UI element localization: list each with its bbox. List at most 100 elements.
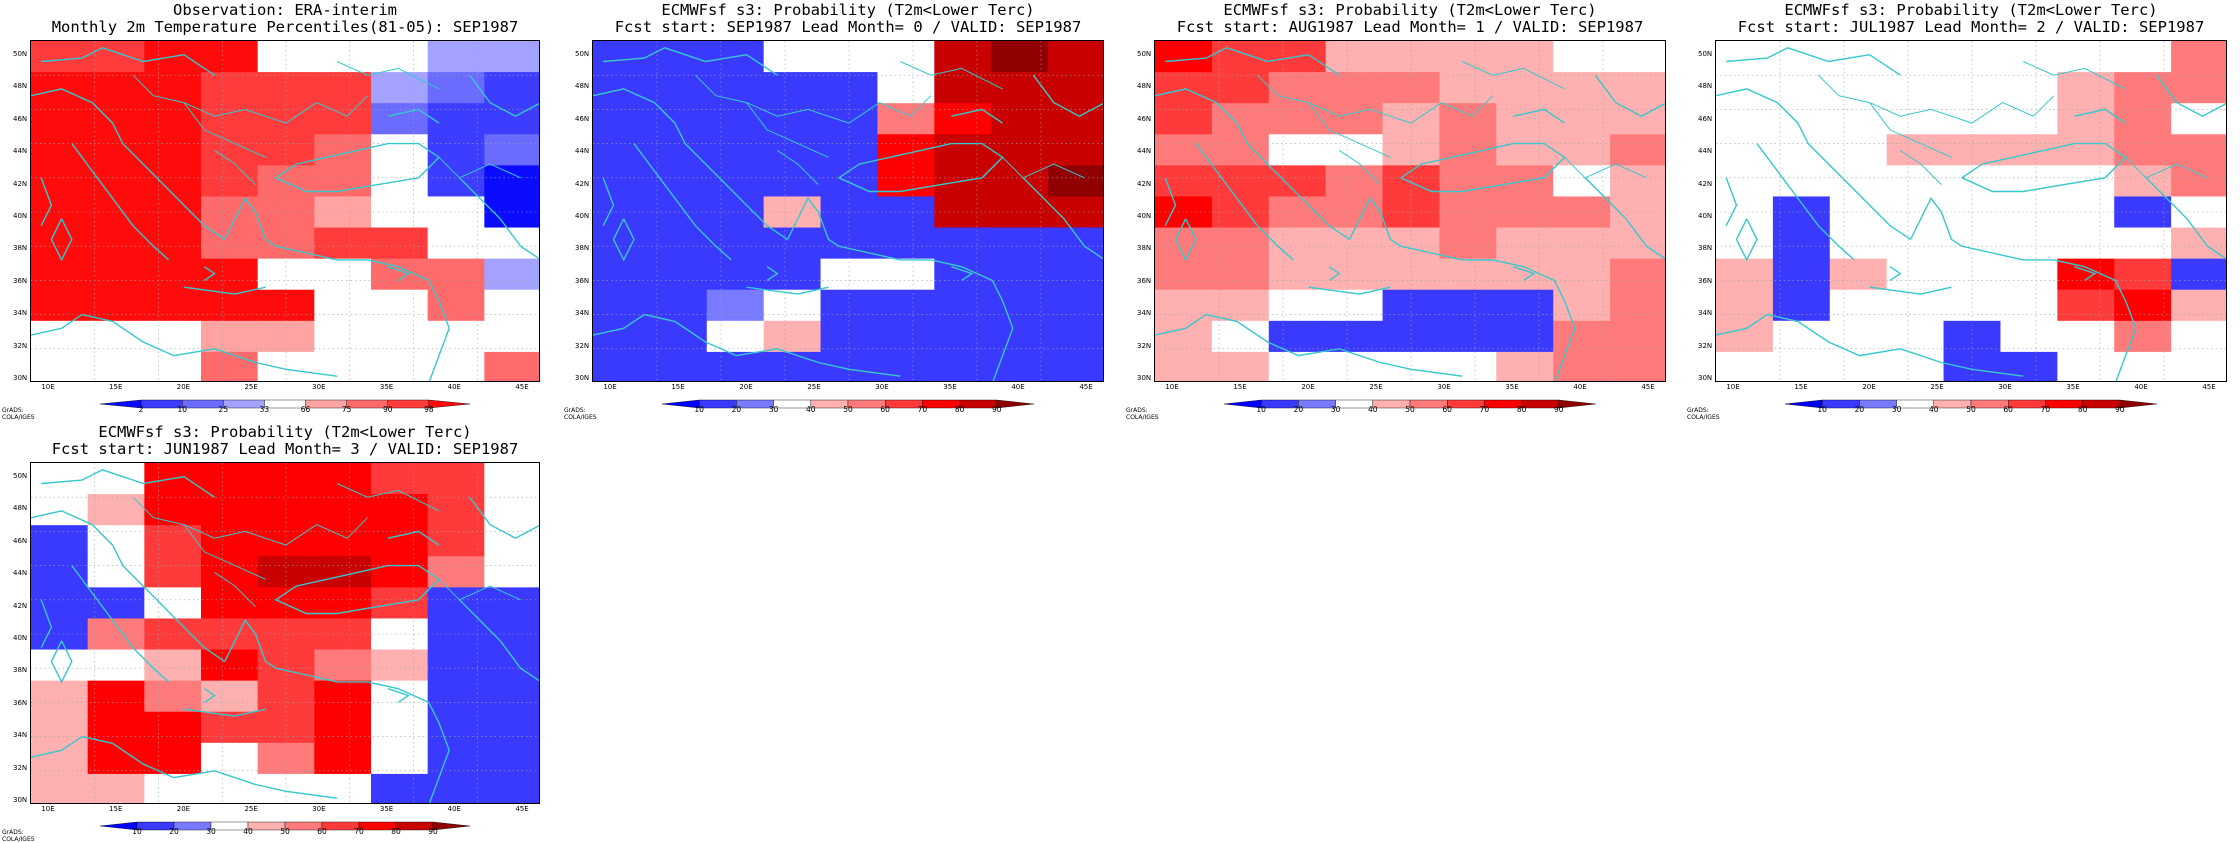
coastline [603, 47, 778, 76]
grid-cell [1268, 351, 1327, 381]
grid-cell [1829, 320, 1888, 353]
lat-tick-label: 30N [1137, 374, 1152, 382]
coastline [1553, 280, 1576, 381]
grid-cell [2000, 196, 2058, 229]
grid-cell [1943, 289, 2002, 322]
grid-cell [2000, 227, 2058, 260]
grid-cell [2057, 227, 2115, 260]
grid-cell [257, 773, 315, 803]
lon-tick-label: 30E [312, 383, 326, 391]
grid-cell [427, 41, 485, 73]
lat-tick-label: 48N [13, 82, 28, 91]
lat-tick-label: 30N [13, 796, 28, 804]
panel-title-line1: ECMWFsf s3: Probability (T2m<Lower Terc) [661, 1, 1035, 19]
grads-credit: GrADS: COLA/IGES [1126, 407, 1159, 421]
colorbar-swatch [996, 399, 1035, 409]
grid-cell [2057, 289, 2115, 322]
colorbar-label: 30 [768, 405, 779, 414]
grid-cell [427, 680, 485, 713]
colorbar-label: 2 [138, 405, 144, 414]
grid-cell [144, 556, 202, 588]
grid-cell [2171, 72, 2226, 104]
grid-cell [2171, 134, 2226, 166]
grid-cell [484, 289, 539, 322]
country-border [285, 95, 368, 124]
grid-cell [144, 649, 202, 682]
grid-cell [144, 494, 202, 526]
colorbar-swatch [1558, 399, 1597, 409]
coastline [31, 314, 83, 336]
grid-cell [2171, 320, 2226, 353]
grid-cell [31, 773, 89, 803]
grid-cell [371, 351, 429, 381]
colorbar-label: 40 [243, 827, 253, 836]
lat-tick-label: 32N [1698, 341, 1713, 350]
coastline [1022, 177, 1103, 260]
coastline [469, 74, 539, 117]
colorbar-label: 40 [1368, 405, 1378, 414]
colorbar-label: 20 [731, 405, 742, 414]
grid-cell [314, 463, 372, 495]
grid-cell [934, 103, 992, 135]
grid-cell [1155, 41, 1213, 73]
lat-tick-label: 48N [575, 82, 590, 91]
grid-cell [2171, 196, 2226, 229]
lon-tick-label: 35E [2066, 383, 2080, 391]
colorbar-label: 33 [259, 405, 270, 414]
colorbar [1784, 394, 2159, 413]
grid-cell [201, 72, 259, 104]
lat-tick-label: 40N [1137, 212, 1152, 220]
coastline [1807, 143, 1911, 240]
grid-cell [1610, 227, 1665, 260]
lat-tick-label: 32N [13, 763, 28, 772]
lat-tick-label: 30N [13, 374, 28, 382]
grid-cell [371, 556, 429, 588]
grid-cell [371, 320, 429, 353]
grid-cell [2114, 134, 2172, 166]
grid-cell [991, 289, 1049, 322]
grid-cell [371, 103, 429, 135]
coastline [1869, 286, 1952, 295]
grid-cell [649, 258, 708, 291]
grid-cell [1886, 227, 1945, 260]
grid-cell [1048, 351, 1103, 381]
lat-tick-label: 44N [1137, 147, 1152, 156]
coastline [612, 218, 635, 262]
grid-cell [1943, 41, 2002, 73]
grid-cell [144, 525, 202, 557]
grid-cell [649, 134, 708, 166]
grid-cell [31, 742, 89, 775]
coastline [71, 565, 170, 683]
coastline [71, 143, 170, 261]
grid-cell [314, 556, 372, 588]
grid-cell [763, 258, 822, 291]
colorbar-canvas [99, 821, 471, 831]
coastline [1767, 313, 2024, 377]
grid-cell [371, 72, 429, 104]
grid-cell [1325, 165, 1384, 198]
country-border [214, 571, 256, 607]
grid-cell [31, 351, 89, 381]
coastline [746, 286, 829, 295]
country-border [1257, 74, 1412, 124]
lon-tick-label: 45E [1641, 383, 1655, 391]
coastline [684, 143, 788, 240]
grid-cell [484, 165, 539, 198]
grid-cell [427, 258, 485, 291]
lon-tick-label: 15E [1233, 383, 1247, 391]
grid-cell [593, 351, 651, 381]
lon-tick-label: 35E [943, 383, 957, 391]
lon-tick-label: 30E [312, 805, 326, 813]
coastline [602, 177, 615, 227]
lon-tick-label: 20E [176, 805, 191, 813]
grid-cell [257, 680, 315, 713]
grid-cell [2114, 196, 2172, 229]
grid-cell [1439, 320, 1497, 353]
grid-cell [257, 494, 315, 526]
grid-cell [1048, 134, 1103, 166]
lat-tick-label: 44N [575, 147, 590, 156]
coastline [1164, 177, 1177, 227]
grid-cell [201, 525, 259, 557]
grid-cell [144, 742, 202, 775]
grid-cell [201, 351, 259, 381]
